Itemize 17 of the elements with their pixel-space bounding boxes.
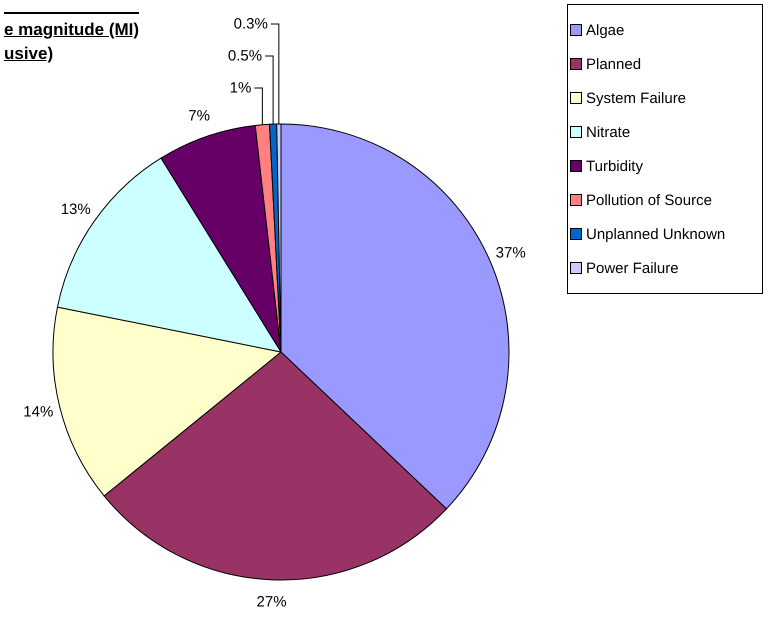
legend-label: Algae xyxy=(586,22,624,38)
legend-label: Pollution of Source xyxy=(586,192,712,208)
data-label: 0.3% xyxy=(234,16,268,32)
legend-label: Turbidity xyxy=(586,158,643,174)
legend-label: Unplanned Unknown xyxy=(586,226,726,242)
data-label: 37% xyxy=(496,244,526,262)
legend-label: System Failure xyxy=(586,90,686,106)
data-label: 14% xyxy=(23,404,54,421)
data-label: 0.5% xyxy=(228,48,262,64)
data-label: 13% xyxy=(60,200,91,218)
data-label: 7% xyxy=(188,107,210,124)
legend-label: Planned xyxy=(586,56,642,72)
data-label: 1% xyxy=(230,80,252,96)
text: e magnitude (MI) usive) xyxy=(4,19,140,65)
data-label: 27% xyxy=(256,593,287,610)
legend-label: Nitrate xyxy=(586,124,630,140)
legend-label: Power Failure xyxy=(586,260,679,276)
